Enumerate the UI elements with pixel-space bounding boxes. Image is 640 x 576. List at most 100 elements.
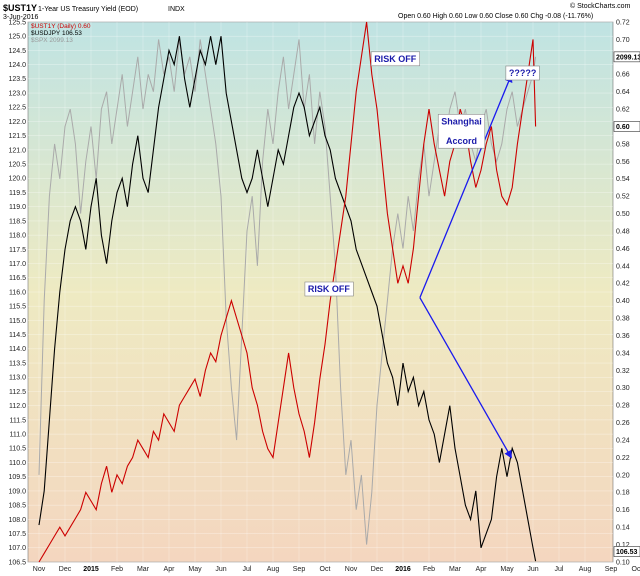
right-tick-label: 0.34 (616, 350, 630, 357)
right-tick-label: 0.44 (616, 263, 630, 270)
left-tick-label: 124.0 (8, 62, 26, 69)
x-tick-label: Sep (293, 566, 306, 573)
x-tick-label: Jul (555, 566, 564, 573)
annotation-label: RISK OFF (308, 284, 351, 294)
x-tick-label: 2016 (395, 566, 411, 573)
left-tick-label: 112.5 (9, 389, 26, 396)
annotation-box (505, 65, 540, 81)
right-tick-label: 0.66 (616, 72, 630, 79)
right-tick-label: 0.10 (616, 559, 630, 566)
right-tick-label: 0.16 (616, 507, 630, 514)
x-tick-label: Nov (33, 566, 46, 573)
right-tick-label: 0.36 (616, 333, 630, 340)
series-line-usdjpy (38, 36, 537, 562)
left-tick-label: 108.0 (8, 517, 26, 524)
right-tick-label: 0.12 (616, 542, 630, 549)
x-tick-label: Jun (215, 566, 226, 573)
x-tick-label: Oct (632, 566, 640, 573)
left-tick-label: 107.5 (8, 531, 26, 538)
grid-lines (28, 21, 638, 563)
x-tick-label: Feb (423, 566, 435, 573)
left-tick-label: 116.5 (9, 275, 26, 282)
right-tick-label: 0.20 (616, 472, 630, 479)
legend-entry-usdjpy: $USDJPY 106.53 (31, 30, 82, 37)
right-tick-label: 0.42 (616, 281, 630, 288)
right-value-marker (613, 51, 640, 63)
x-tick-label: Aug (267, 566, 280, 573)
legend-entry-spx: $SPX 2099.13 (31, 37, 73, 44)
left-tick-label: 117.0 (9, 261, 26, 268)
right-tick-label: 0.46 (616, 246, 630, 253)
x-tick-label: Dec (371, 566, 384, 573)
x-tick-label: Apr (164, 566, 176, 573)
left-tick-label: 123.0 (8, 90, 26, 97)
left-tick-label: 122.5 (8, 105, 26, 112)
left-tick-label: 110.5 (9, 446, 26, 453)
right-tick-label: 0.50 (616, 211, 630, 218)
right-value-marker (613, 546, 640, 557)
annotation-group: RISK OFF RISK OFF Shanghai Accord????? (304, 51, 540, 297)
left-tick-label: 107.0 (8, 545, 26, 552)
x-tick-label: Mar (137, 566, 150, 573)
left-tick-label: 118.0 (9, 233, 26, 240)
left-tick-label: 121.5 (8, 133, 26, 140)
left-tick-label: 115.0 (9, 318, 26, 325)
chart-index: INDX (168, 6, 185, 13)
right-marker-group: 2099.13 0.60 106.53 (613, 51, 640, 557)
right-value-marker-label: 0.60 (616, 124, 630, 131)
left-tick-label: 125.0 (8, 34, 26, 41)
right-tick-label: 0.62 (616, 106, 630, 113)
series-line-spx (38, 39, 537, 545)
left-tick-label: 110.0 (9, 460, 26, 467)
legend-entry-ust1y: $UST1Y (Daily) 0.60 (31, 23, 91, 30)
right-tick-label: 0.38 (616, 316, 630, 323)
right-tick-label: 0.52 (616, 194, 630, 201)
right-tick-label: 0.40 (616, 298, 630, 305)
left-tick-label: 121.0 (8, 147, 26, 154)
right-tick-label: 0.14 (616, 525, 630, 532)
right-tick-label: 0.22 (616, 455, 630, 462)
left-axis: 125.5 125.0 124.5 124.0 123.5 123.0 122.5 122.0… (8, 19, 26, 566)
left-tick-label: 114.0 (9, 346, 26, 353)
right-value-marker-label: 2099.13 (616, 54, 640, 61)
right-value-marker (613, 121, 640, 132)
x-tick-label: Sep (605, 566, 618, 573)
left-tick-label: 125.5 (8, 19, 26, 26)
right-tick-label: 0.64 (616, 89, 630, 96)
right-tick-label: 0.32 (616, 368, 630, 375)
right-tick-label: 0.30 (616, 385, 630, 392)
left-tick-label: 114.5 (9, 332, 26, 339)
left-tick-label: 111.0 (10, 432, 27, 439)
left-tick-label: 124.5 (8, 48, 26, 55)
right-tick-label: 0.48 (616, 228, 630, 235)
chart-ohlc: Open 0.60 High 0.60 Low 0.60 Close 0.60 … (398, 13, 593, 20)
x-tick-label: Mar (449, 566, 462, 573)
left-tick-label: 106.5 (8, 559, 26, 566)
left-tick-label: 112.0 (9, 403, 26, 410)
left-tick-label: 109.5 (8, 474, 26, 481)
x-tick-label: Jun (527, 566, 538, 573)
annotation-box (437, 114, 486, 149)
chart-date: 3-Jun-2016 (3, 14, 39, 21)
left-tick-label: 113.0 (9, 375, 26, 382)
right-tick-label: 0.26 (616, 420, 630, 427)
annotation-arrow (419, 74, 513, 298)
left-tick-label: 120.5 (8, 162, 26, 169)
annotation-box (304, 281, 354, 297)
left-tick-label: 115.5 (9, 304, 26, 311)
left-tick-label: 119.0 (9, 204, 26, 211)
right-axis: 0.720.700.680.660.640.620.600.580.560.54… (616, 19, 630, 566)
x-tick-label: May (188, 566, 202, 573)
x-tick-label: May (500, 566, 514, 573)
left-tick-label: 120.0 (8, 176, 26, 183)
left-tick-label: 123.5 (8, 76, 26, 83)
left-tick-label: 109.0 (8, 488, 26, 495)
right-tick-label: 0.18 (616, 490, 630, 497)
annotation-box (370, 51, 421, 67)
annotation-label: Shanghai (441, 116, 482, 126)
right-tick-label: 0.70 (616, 37, 630, 44)
left-tick-label: 117.5 (9, 247, 26, 254)
x-tick-label: Aug (579, 566, 592, 573)
